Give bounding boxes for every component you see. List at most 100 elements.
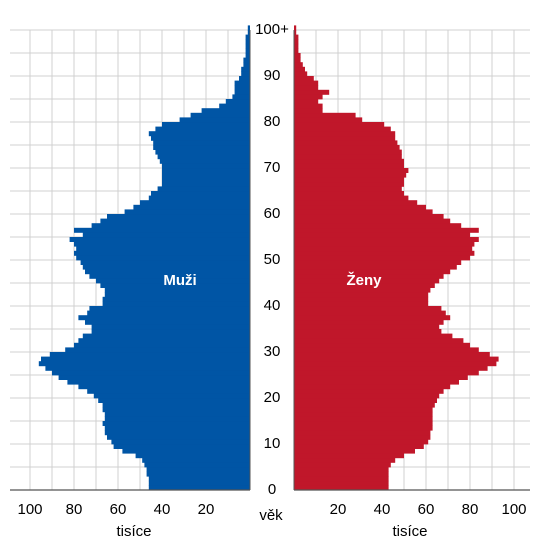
x-tick-label-left: 20: [198, 501, 215, 518]
female-bar: [294, 223, 462, 229]
female-bar: [294, 411, 433, 417]
male-bar: [41, 356, 250, 362]
female-bar: [294, 398, 437, 403]
male-series-label: Muži: [163, 272, 196, 289]
female-bar: [294, 356, 499, 362]
male-bar: [239, 76, 250, 81]
male-bar: [146, 467, 250, 472]
female-bar: [294, 53, 301, 58]
male-bar: [89, 306, 251, 311]
female-bar: [294, 145, 400, 150]
female-bar: [294, 99, 319, 104]
female-bar: [294, 365, 488, 371]
male-bar: [142, 457, 250, 463]
female-bar: [294, 421, 433, 426]
male-bar: [162, 163, 250, 169]
male-bar: [104, 425, 250, 431]
male-bar: [153, 145, 250, 150]
male-bar: [133, 204, 250, 210]
male-bar: [245, 39, 250, 45]
male-bar: [122, 448, 250, 454]
right-x-tick-labels: 20 40 60 80 100: [330, 501, 527, 518]
male-bar: [91, 223, 250, 229]
male-bar: [113, 444, 250, 449]
female-bar: [294, 108, 323, 114]
male-bar: [85, 269, 250, 275]
x-tick-label-left: 100: [17, 501, 42, 518]
female-bar: [294, 39, 299, 45]
male-bar: [190, 112, 250, 118]
female-bar: [294, 425, 433, 431]
female-bar: [294, 66, 305, 72]
male-bar: [135, 453, 250, 459]
axes: [10, 30, 530, 491]
female-bar: [294, 214, 444, 219]
x-tick-label-right: 60: [418, 501, 435, 518]
male-bar: [85, 319, 250, 325]
female-bar: [294, 287, 431, 293]
female-bar: [294, 402, 435, 408]
male-bar: [104, 287, 250, 293]
male-bar: [241, 71, 250, 77]
female-bar: [294, 195, 409, 201]
male-bar: [102, 301, 250, 307]
male-bar: [151, 191, 250, 196]
age-tick-label: 40: [264, 297, 281, 314]
male-bar: [80, 260, 250, 265]
female-bar: [294, 241, 475, 247]
female-bar: [294, 269, 451, 275]
female-bar: [294, 62, 303, 68]
female-bar: [294, 94, 323, 100]
x-tick-label-left: 60: [110, 501, 127, 518]
male-bar: [96, 278, 250, 284]
male-bar: [162, 172, 250, 178]
right-x-unit-label: tisíce: [392, 523, 427, 540]
age-tick-label: 60: [264, 205, 281, 222]
female-bar: [294, 168, 409, 173]
male-bar: [162, 168, 250, 173]
male-bar: [234, 89, 250, 95]
male-bar: [74, 241, 250, 247]
female-bar: [294, 260, 462, 265]
female-bar: [294, 112, 356, 118]
female-bar: [294, 246, 473, 252]
female-bar: [294, 352, 490, 357]
female-bar: [294, 379, 459, 385]
male-bar: [87, 388, 250, 394]
male-bar: [87, 310, 250, 316]
male-bar: [243, 57, 250, 63]
male-bar: [52, 370, 250, 376]
male-bar: [74, 342, 250, 348]
age-tick-label: 100+: [255, 21, 289, 38]
male-bar: [245, 53, 250, 58]
female-bar: [294, 388, 444, 394]
female-bar: [294, 476, 389, 482]
male-bar: [98, 398, 250, 403]
female-bar: [294, 126, 391, 132]
female-bar: [294, 30, 297, 35]
female-bar: [294, 158, 404, 164]
male-bar: [78, 384, 251, 390]
male-bar: [245, 34, 250, 40]
female-bar: [294, 273, 444, 279]
female-bar: [294, 361, 497, 367]
female-bar: [294, 453, 404, 459]
female-bar: [294, 43, 299, 49]
female-bar: [294, 301, 429, 307]
female-bar: [294, 255, 470, 261]
male-bar: [245, 48, 250, 54]
male-bar: [201, 108, 250, 114]
male-bar: [247, 30, 250, 35]
male-bar: [219, 103, 250, 109]
female-bar: [294, 329, 442, 334]
x-tick-label-right: 40: [374, 501, 391, 518]
female-bar: [294, 103, 323, 109]
male-bar: [234, 85, 250, 91]
male-bar: [151, 135, 250, 141]
female-bar: [294, 434, 431, 440]
male-bar: [82, 264, 250, 270]
female-bar: [294, 384, 451, 390]
male-bar: [100, 283, 251, 288]
male-bar: [100, 218, 251, 224]
male-bar: [78, 338, 251, 344]
